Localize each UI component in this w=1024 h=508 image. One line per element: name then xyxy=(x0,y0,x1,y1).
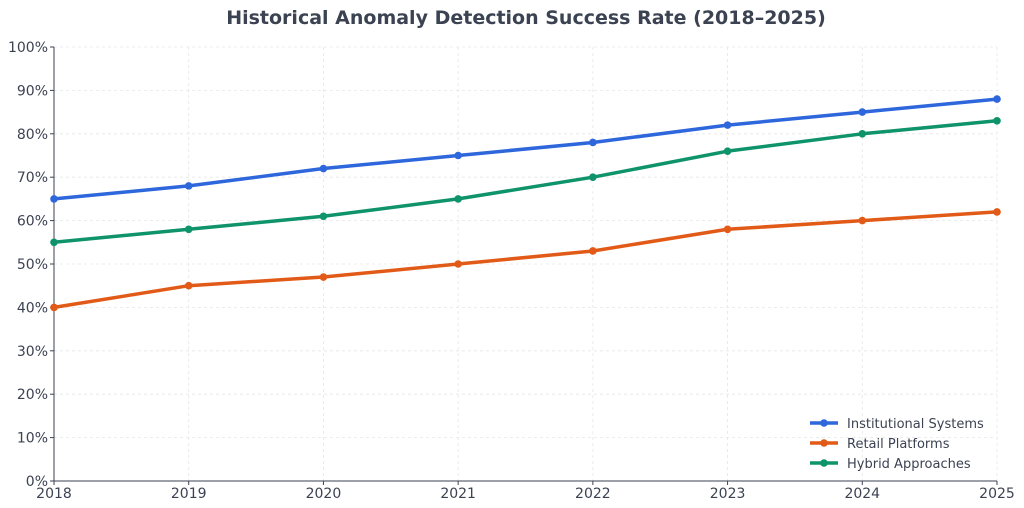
y-tick-label: 40% xyxy=(17,300,48,316)
grid xyxy=(53,46,998,482)
series-line xyxy=(52,119,999,245)
legend-item: Institutional Systems xyxy=(810,417,984,432)
y-tick-label: 30% xyxy=(17,344,48,360)
data-point xyxy=(454,195,462,203)
y-tick-label: 60% xyxy=(17,214,48,230)
x-tick-label: 2019 xyxy=(171,486,207,502)
x-tick-label: 2024 xyxy=(844,486,880,502)
legend-item: Hybrid Approaches xyxy=(810,457,971,472)
x-tick-label: 2020 xyxy=(306,486,342,502)
series-line xyxy=(52,97,999,201)
legend-swatch-marker xyxy=(820,439,828,447)
data-point xyxy=(723,121,732,129)
data-point xyxy=(319,212,328,221)
series-line xyxy=(52,210,999,310)
x-tick-label: 2025 xyxy=(979,486,1015,502)
data-point xyxy=(50,303,58,312)
y-tick-label: 10% xyxy=(17,431,48,447)
data-point xyxy=(184,182,193,190)
x-tick-label: 2021 xyxy=(440,486,476,502)
data-point xyxy=(858,108,867,116)
x-tick-label: 2018 xyxy=(36,486,72,502)
data-point xyxy=(184,281,193,290)
x-tick-label: 2023 xyxy=(710,486,746,502)
legend: Institutional Systems Retail Platforms Hyb… xyxy=(810,417,984,472)
series-retail-platforms xyxy=(50,208,1001,312)
legend-swatch-marker xyxy=(820,459,828,467)
data-point xyxy=(50,195,58,203)
series-hybrid-approaches xyxy=(50,116,1001,247)
y-tick-label: 80% xyxy=(17,127,48,143)
data-point xyxy=(454,260,462,268)
data-point xyxy=(454,151,462,160)
legend-label: Retail Platforms xyxy=(847,437,950,452)
data-point xyxy=(589,138,597,147)
data-point xyxy=(184,225,193,234)
data-point xyxy=(589,173,597,181)
legend-label: Institutional Systems xyxy=(847,417,984,432)
data-point xyxy=(993,116,1001,125)
y-tick-label: 50% xyxy=(17,257,48,273)
series-group xyxy=(50,95,1001,312)
data-point xyxy=(319,273,328,281)
data-point xyxy=(993,208,1001,216)
data-point xyxy=(858,216,867,225)
data-point xyxy=(589,247,597,255)
legend-swatch-marker xyxy=(820,419,828,427)
legend-label: Hybrid Approaches xyxy=(847,457,971,472)
data-point xyxy=(723,225,732,234)
y-tick-label: 90% xyxy=(17,83,48,99)
y-tick-label: 100% xyxy=(8,40,48,56)
y-tick-label: 70% xyxy=(17,170,48,186)
data-point xyxy=(50,238,58,247)
axes: 0% 10% 20% 30% 40% 50% 60% 70% 80% 90% 100% 2018 201… xyxy=(8,40,1015,502)
x-tick-label: 2022 xyxy=(575,486,611,502)
data-point xyxy=(858,130,867,138)
data-point xyxy=(993,95,1001,103)
chart-title: Historical Anomaly Detection Success Rat… xyxy=(226,7,826,29)
y-tick-label: 20% xyxy=(17,387,48,403)
legend-item: Retail Platforms xyxy=(810,437,950,452)
data-point xyxy=(319,164,328,173)
series-institutional-systems xyxy=(50,95,1001,203)
data-point xyxy=(723,147,732,155)
y-tick-label: 0% xyxy=(26,474,48,490)
